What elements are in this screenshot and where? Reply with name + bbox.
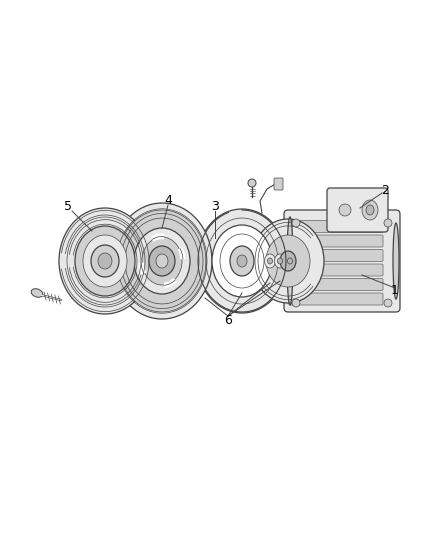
- FancyBboxPatch shape: [289, 264, 383, 276]
- Ellipse shape: [230, 246, 254, 276]
- FancyBboxPatch shape: [289, 249, 383, 262]
- Ellipse shape: [142, 237, 182, 285]
- FancyBboxPatch shape: [289, 235, 383, 247]
- Ellipse shape: [237, 255, 247, 267]
- Ellipse shape: [31, 289, 43, 297]
- Ellipse shape: [275, 254, 286, 268]
- Ellipse shape: [266, 235, 310, 287]
- Text: 3: 3: [211, 200, 219, 214]
- Ellipse shape: [366, 205, 374, 215]
- Ellipse shape: [339, 204, 351, 216]
- FancyBboxPatch shape: [274, 178, 283, 190]
- Ellipse shape: [118, 210, 206, 312]
- FancyBboxPatch shape: [289, 279, 383, 290]
- Ellipse shape: [75, 226, 135, 296]
- Text: 4: 4: [164, 195, 172, 207]
- Ellipse shape: [91, 245, 119, 277]
- Ellipse shape: [268, 258, 272, 264]
- Text: 6: 6: [224, 314, 232, 327]
- Ellipse shape: [156, 254, 168, 268]
- Ellipse shape: [252, 219, 324, 303]
- Ellipse shape: [149, 246, 175, 276]
- FancyBboxPatch shape: [327, 188, 388, 232]
- FancyBboxPatch shape: [289, 221, 383, 232]
- Text: 1: 1: [391, 285, 399, 297]
- Ellipse shape: [292, 219, 300, 227]
- Ellipse shape: [384, 219, 392, 227]
- Ellipse shape: [384, 299, 392, 307]
- Ellipse shape: [265, 254, 276, 268]
- Ellipse shape: [362, 200, 378, 220]
- Ellipse shape: [292, 299, 300, 307]
- Ellipse shape: [287, 258, 293, 264]
- Ellipse shape: [134, 228, 190, 294]
- Ellipse shape: [83, 235, 127, 287]
- Ellipse shape: [280, 251, 296, 271]
- Ellipse shape: [59, 208, 151, 314]
- Ellipse shape: [212, 225, 272, 297]
- Text: 5: 5: [64, 200, 72, 214]
- Ellipse shape: [197, 209, 287, 313]
- Text: 2: 2: [381, 183, 389, 197]
- Ellipse shape: [287, 217, 293, 305]
- FancyBboxPatch shape: [289, 293, 383, 305]
- Ellipse shape: [285, 254, 296, 268]
- Ellipse shape: [98, 253, 112, 269]
- Ellipse shape: [393, 223, 399, 299]
- Ellipse shape: [278, 258, 283, 264]
- FancyBboxPatch shape: [284, 210, 400, 312]
- Ellipse shape: [112, 203, 212, 319]
- Ellipse shape: [248, 179, 256, 187]
